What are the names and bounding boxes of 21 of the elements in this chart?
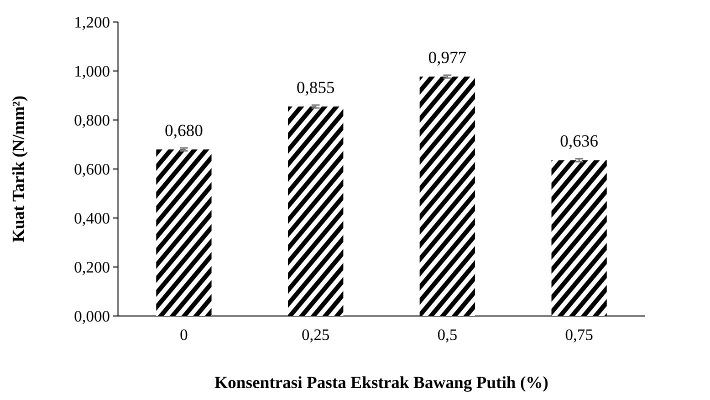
data-label: 0,855 [296, 78, 335, 98]
data-label: 0,680 [164, 120, 203, 140]
y-tick-label: 1,200 [74, 14, 110, 32]
data-label: 0,636 [560, 132, 598, 151]
bar [420, 76, 476, 316]
bar [156, 149, 212, 316]
x-tick-label: 0,5 [437, 327, 458, 344]
y-tick-label: 0,400 [74, 210, 110, 228]
y-tick-label: 0,000 [74, 308, 110, 326]
x-tick-label: 0 [180, 327, 188, 344]
y-tick-label: 0,800 [74, 112, 110, 130]
x-tick-label: 0,25 [302, 327, 330, 344]
bar [288, 106, 344, 316]
y-tick-label: 0,200 [74, 260, 110, 277]
data-label: 0,977 [428, 48, 467, 68]
x-tick-label: 0,75 [565, 327, 594, 344]
y-tick-label: 1,000 [74, 64, 110, 81]
bar [551, 160, 607, 316]
x-axis-title: Konsentrasi Pasta Ekstrak Bawang Putih (%) [214, 373, 548, 392]
y-axis-title: Kuat Tarik (N/mm²) [9, 96, 28, 242]
y-tick-label: 0,600 [74, 162, 110, 179]
